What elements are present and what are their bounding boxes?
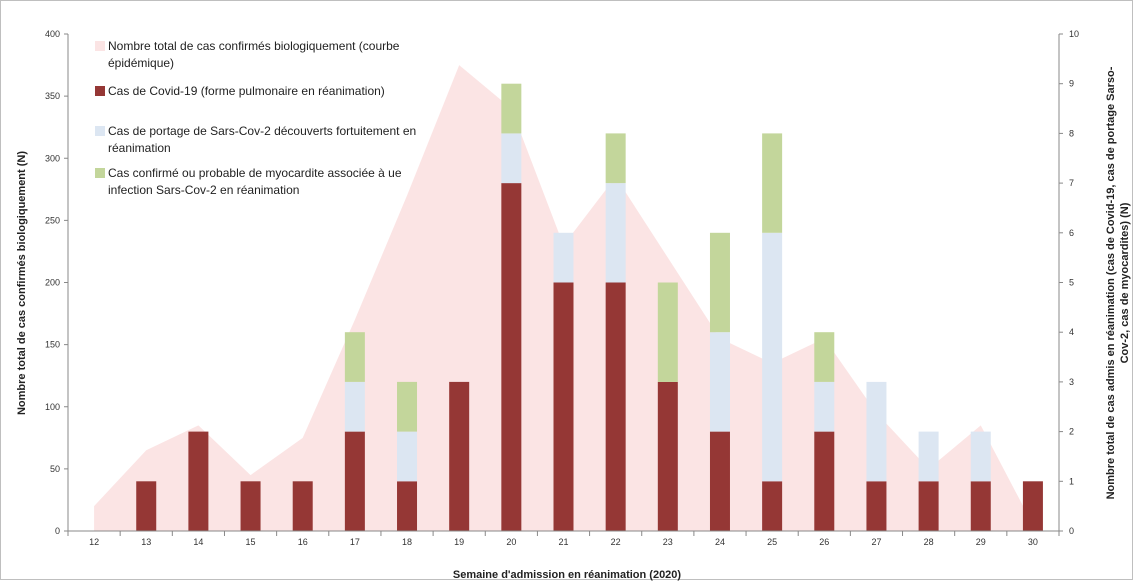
- x-tick-label-29: 29: [976, 537, 986, 547]
- bar-series-2-week-24: [709, 332, 730, 432]
- bar-series-2-week-28: [918, 431, 939, 482]
- y-axis-left-title: Nombre total de cas confirmés biologique…: [16, 151, 28, 415]
- x-tick-label-19: 19: [454, 537, 464, 547]
- bar-series-1-week-17: [344, 431, 365, 531]
- x-tick-label-17: 17: [350, 537, 360, 547]
- y-left-tick-label: 150: [45, 340, 60, 350]
- y-axis-right-title: Nombre total de cas admis en réanimation…: [1105, 66, 1131, 499]
- y-left-tick-label: 300: [45, 153, 60, 163]
- y-left-tick-label: 350: [45, 91, 60, 101]
- legend-swatch-4: [95, 168, 105, 178]
- x-tick-label-21: 21: [558, 537, 568, 547]
- bar-series-1-week-30: [1022, 481, 1043, 531]
- x-tick-label-18: 18: [402, 537, 412, 547]
- bar-series-1-week-18: [397, 481, 418, 531]
- legend-label-1-line-2: épidémique): [108, 56, 174, 70]
- x-tick-label-25: 25: [767, 537, 777, 547]
- bar-series-3-week-22: [605, 133, 626, 184]
- y-right-tick-label: 2: [1069, 427, 1074, 437]
- bar-series-2-week-21: [553, 232, 574, 283]
- bar-series-1-week-21: [553, 282, 574, 531]
- legend-swatch-3: [95, 126, 105, 136]
- legend-swatch-1: [95, 41, 105, 51]
- bar-series-1-week-24: [709, 431, 730, 531]
- y-right-tick-label: 10: [1069, 29, 1079, 39]
- bar-layer: [136, 83, 1043, 531]
- bar-series-3-week-17: [344, 332, 365, 382]
- legend: Nombre total de cas confirmés biologique…: [95, 39, 416, 197]
- x-tick-label-23: 23: [663, 537, 673, 547]
- bar-series-2-week-26: [814, 381, 835, 432]
- y-left-tick-label: 50: [50, 464, 60, 474]
- bar-series-3-week-18: [397, 381, 418, 432]
- bar-series-2-week-27: [866, 381, 887, 482]
- legend-label-3-line-2: réanimation: [108, 141, 171, 155]
- bar-series-2-week-25: [762, 232, 783, 482]
- y-right-tick-label: 9: [1069, 79, 1074, 89]
- bar-series-1-week-23: [657, 381, 678, 531]
- x-tick-label-12: 12: [89, 537, 99, 547]
- legend-label-2-line-1: Cas de Covid-19 (forme pulmonaire en réa…: [108, 84, 385, 98]
- bar-series-3-week-23: [657, 282, 678, 382]
- legend-label-4-line-2: infection Sars-Cov-2 en réanimation: [108, 183, 299, 197]
- bar-series-1-week-20: [501, 183, 522, 531]
- y-right-tick-label: 5: [1069, 278, 1074, 288]
- y-right-tick-label: 4: [1069, 327, 1074, 337]
- bar-series-3-week-26: [814, 332, 835, 382]
- y-right-tick-label: 0: [1069, 526, 1074, 536]
- bar-series-1-week-29: [970, 481, 991, 531]
- legend-swatch-2: [95, 86, 105, 96]
- bar-series-3-week-24: [709, 232, 730, 333]
- bar-series-1-week-22: [605, 282, 626, 531]
- x-axis-title: Semaine d'admission en réanimation (2020…: [453, 569, 682, 581]
- bar-series-1-week-13: [136, 481, 157, 531]
- bar-series-1-week-15: [240, 481, 261, 531]
- bar-series-3-week-20: [501, 83, 522, 134]
- y-right-tick-label: 6: [1069, 228, 1074, 238]
- legend-label-3-line-1: Cas de portage de Sars-Cov-2 découverts …: [108, 124, 416, 138]
- bar-series-3-week-25: [762, 133, 783, 233]
- x-tick-label-22: 22: [611, 537, 621, 547]
- y-left-tick-label: 0: [55, 526, 60, 536]
- legend-label-1-line-1: Nombre total de cas confirmés biologique…: [108, 39, 400, 53]
- bar-series-2-week-22: [605, 183, 626, 283]
- x-tick-label-20: 20: [506, 537, 516, 547]
- bar-series-1-week-26: [814, 431, 835, 531]
- x-tick-label-27: 27: [871, 537, 881, 547]
- bar-series-2-week-29: [970, 431, 991, 482]
- legend-label-4-line-1: Cas confirmé ou probable de myocardite a…: [108, 166, 402, 180]
- x-tick-label-30: 30: [1028, 537, 1038, 547]
- bar-series-2-week-20: [501, 133, 522, 184]
- bar-series-1-week-16: [292, 481, 313, 531]
- y-right-tick-label: 8: [1069, 128, 1074, 138]
- y-right-tick-label: 3: [1069, 377, 1074, 387]
- y-left-tick-label: 250: [45, 215, 60, 225]
- bar-series-1-week-28: [918, 481, 939, 531]
- x-tick-label-26: 26: [819, 537, 829, 547]
- y-right-tick-label: 1: [1069, 476, 1074, 486]
- x-tick-label-14: 14: [193, 537, 203, 547]
- bar-series-1-week-14: [188, 431, 209, 531]
- x-tick-label-16: 16: [298, 537, 308, 547]
- bar-series-2-week-18: [397, 431, 418, 482]
- x-tick-label-13: 13: [141, 537, 151, 547]
- bar-series-1-week-27: [866, 481, 887, 531]
- bar-series-2-week-17: [344, 381, 365, 432]
- y-left-tick-label: 200: [45, 278, 60, 288]
- x-tick-label-28: 28: [924, 537, 934, 547]
- x-tick-label-15: 15: [246, 537, 256, 547]
- bar-series-1-week-25: [762, 481, 783, 531]
- bar-series-1-week-19: [449, 381, 470, 531]
- y-left-tick-label: 400: [45, 29, 60, 39]
- y-right-tick-label: 7: [1069, 178, 1074, 188]
- y-left-tick-label: 100: [45, 402, 60, 412]
- y-axis-right-title-line-2: Cov-2, cas de myocardites) (N): [1119, 202, 1131, 363]
- y-axis-right-title-line-1: Nombre total de cas admis en réanimation…: [1105, 66, 1117, 499]
- x-tick-label-24: 24: [715, 537, 725, 547]
